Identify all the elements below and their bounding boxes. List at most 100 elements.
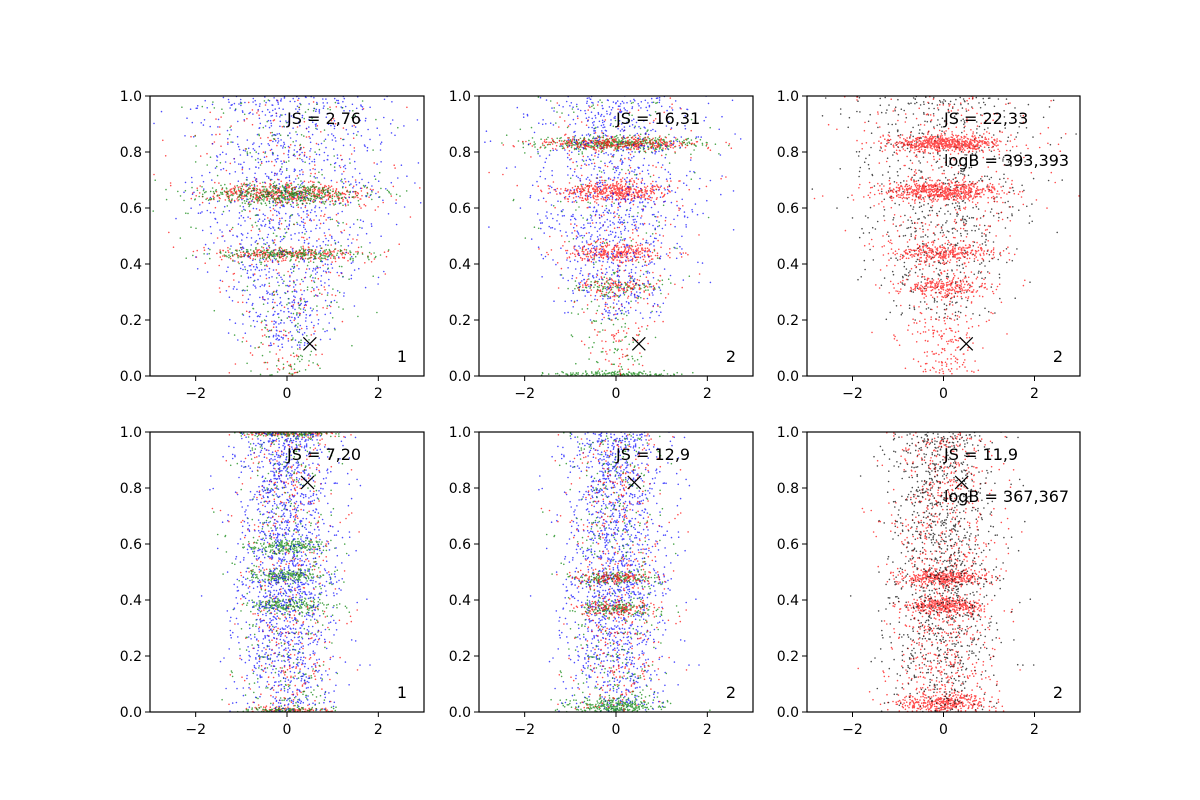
series-blue bbox=[153, 96, 422, 349]
y-tick-label: 0.8 bbox=[777, 481, 799, 497]
data-points bbox=[811, 96, 1080, 376]
data-points bbox=[849, 432, 1035, 712]
data-points bbox=[200, 432, 371, 712]
y-tick-label: 0.4 bbox=[777, 257, 799, 273]
x-marker bbox=[302, 336, 317, 351]
y-tick-label: 1.0 bbox=[120, 89, 142, 105]
y-tick-label: 0.8 bbox=[449, 145, 471, 161]
x-tick-label: 2 bbox=[1030, 722, 1039, 738]
series-blue bbox=[484, 96, 742, 321]
js-label: JS = 16,31 bbox=[615, 109, 700, 128]
x-tick-label: 2 bbox=[1030, 386, 1039, 402]
series-red bbox=[211, 432, 360, 712]
x-tick-label: 2 bbox=[703, 386, 712, 402]
y-tick-label: 0.6 bbox=[449, 537, 471, 553]
y-tick-label: 0.6 bbox=[120, 537, 142, 553]
series-green bbox=[213, 432, 351, 712]
y-tick-label: 1.0 bbox=[449, 89, 471, 105]
x-tick-label: 0 bbox=[283, 386, 292, 402]
y-tick-label: 0.0 bbox=[449, 369, 471, 385]
series-black bbox=[811, 96, 1077, 321]
y-tick-label: 0.2 bbox=[777, 649, 799, 665]
x-tick-label: 0 bbox=[939, 722, 948, 738]
panel-r1c1: −2 0 2 0.0 0.2 0.4 0.6 0.8 1.0 JS = 2,76 1 bbox=[120, 89, 425, 402]
series-red bbox=[488, 97, 733, 376]
x-tick-label: −2 bbox=[514, 386, 535, 402]
x-tick-label: −2 bbox=[842, 386, 863, 402]
data-points bbox=[529, 432, 711, 712]
x-marker bbox=[627, 475, 642, 490]
y-tick-label: 1.0 bbox=[777, 89, 799, 105]
y-tick-label: 0.2 bbox=[777, 313, 799, 329]
y-tick-label: 0.4 bbox=[120, 257, 142, 273]
x-marker bbox=[631, 336, 646, 351]
y-tick-label: 0.2 bbox=[120, 649, 142, 665]
y-tick-label: 1.0 bbox=[120, 425, 142, 441]
panel-number: 2 bbox=[1053, 347, 1063, 366]
x-tick-label: −2 bbox=[185, 722, 206, 738]
y-tick-label: 0.6 bbox=[120, 201, 142, 217]
panel-r2c3: −2 0 2 0.0 0.2 0.4 0.6 0.8 1.0 JS = 11,9 logB = 36… bbox=[777, 425, 1081, 738]
x-tick-label: 0 bbox=[283, 722, 292, 738]
series-red bbox=[540, 433, 689, 712]
panel-number: 2 bbox=[1053, 683, 1063, 702]
x-tick-label: −2 bbox=[514, 722, 535, 738]
y-tick-label: 0.0 bbox=[120, 705, 142, 721]
panel-r2c2: −2 0 2 0.0 0.2 0.4 0.6 0.8 1.0 JS = 12,9 2 bbox=[449, 425, 754, 738]
x-marker bbox=[300, 475, 315, 490]
y-tick-label: 0.8 bbox=[120, 481, 142, 497]
y-tick-label: 0.2 bbox=[449, 313, 471, 329]
panel-number: 2 bbox=[726, 347, 736, 366]
axes-frame bbox=[149, 95, 425, 377]
x-tick-label: 0 bbox=[939, 386, 948, 402]
js-label: JS = 11,9 bbox=[943, 445, 1018, 464]
data-points bbox=[152, 96, 422, 376]
y-tick-label: 0.0 bbox=[449, 705, 471, 721]
y-tick-label: 0.0 bbox=[120, 369, 142, 385]
logb-label: logB = 393,393 bbox=[944, 151, 1069, 170]
series-green bbox=[542, 432, 711, 712]
y-tick-label: 0.2 bbox=[120, 313, 142, 329]
series-blue bbox=[529, 432, 700, 712]
series-green bbox=[152, 99, 408, 376]
y-tick-label: 1.0 bbox=[449, 425, 471, 441]
x-marker bbox=[954, 475, 969, 490]
js-label: JS = 2,76 bbox=[286, 109, 361, 128]
y-tick-label: 0.6 bbox=[777, 537, 799, 553]
series-red bbox=[813, 96, 1080, 376]
x-tick-label: 0 bbox=[612, 386, 621, 402]
y-tick-label: 0.8 bbox=[120, 145, 142, 161]
panel-number: 1 bbox=[397, 347, 407, 366]
x-tick-label: −2 bbox=[842, 722, 863, 738]
y-tick-label: 0.4 bbox=[777, 593, 799, 609]
panel-r1c2: −2 0 2 0.0 0.2 0.4 0.6 0.8 1.0 JS = 16,31 2 bbox=[449, 89, 754, 402]
series-black bbox=[849, 432, 1035, 712]
js-label: JS = 7,20 bbox=[286, 445, 361, 464]
panel-number: 1 bbox=[397, 683, 407, 702]
y-tick-label: 0.4 bbox=[449, 257, 471, 273]
panel-number: 2 bbox=[726, 683, 736, 702]
y-tick-label: 0.8 bbox=[449, 481, 471, 497]
panel-r1c3: −2 0 2 0.0 0.2 0.4 0.6 0.8 1.0 JS = 22,33 logB = 3… bbox=[777, 89, 1081, 402]
logb-label: logB = 367,367 bbox=[944, 487, 1069, 506]
x-tick-label: 0 bbox=[612, 722, 621, 738]
data-points bbox=[484, 96, 742, 376]
x-tick-label: 2 bbox=[374, 722, 383, 738]
panel-r2c1: −2 0 2 0.0 0.2 0.4 0.6 0.8 1.0 JS = 7,20 1 bbox=[120, 425, 425, 738]
x-tick-label: −2 bbox=[185, 386, 206, 402]
series-red bbox=[857, 432, 1023, 712]
series-blue bbox=[200, 432, 371, 712]
y-tick-label: 0.6 bbox=[777, 201, 799, 217]
js-label: JS = 22,33 bbox=[943, 109, 1028, 128]
y-tick-label: 0.0 bbox=[777, 705, 799, 721]
y-tick-label: 0.0 bbox=[777, 369, 799, 385]
x-marker bbox=[959, 336, 974, 351]
y-tick-label: 1.0 bbox=[777, 425, 799, 441]
y-tick-label: 0.2 bbox=[449, 649, 471, 665]
y-tick-label: 0.6 bbox=[449, 201, 471, 217]
x-tick-label: 2 bbox=[374, 386, 383, 402]
y-tick-label: 0.8 bbox=[777, 145, 799, 161]
series-red bbox=[153, 99, 421, 376]
js-label: JS = 12,9 bbox=[615, 445, 690, 464]
